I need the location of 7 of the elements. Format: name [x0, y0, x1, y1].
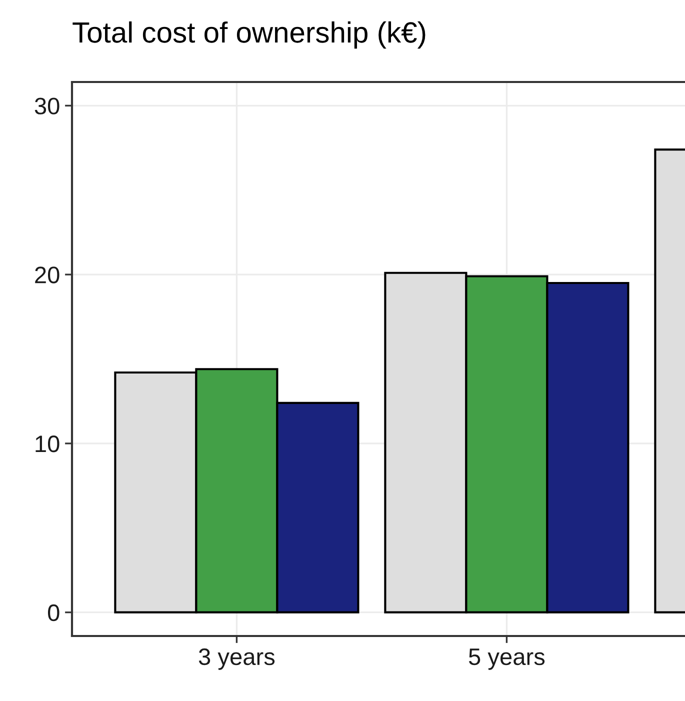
y-tick-label: 10: [36, 436, 60, 452]
y-tick-label: 20: [35, 266, 60, 284]
y-tick-label: 30: [34, 98, 60, 114]
y-tick-label: 0: [48, 604, 60, 622]
chart-title: Total cost of ownership (k€): [72, 21, 426, 49]
x-tick-label: 5 years: [468, 648, 545, 670]
x-tick-label: 3 years: [198, 648, 275, 670]
